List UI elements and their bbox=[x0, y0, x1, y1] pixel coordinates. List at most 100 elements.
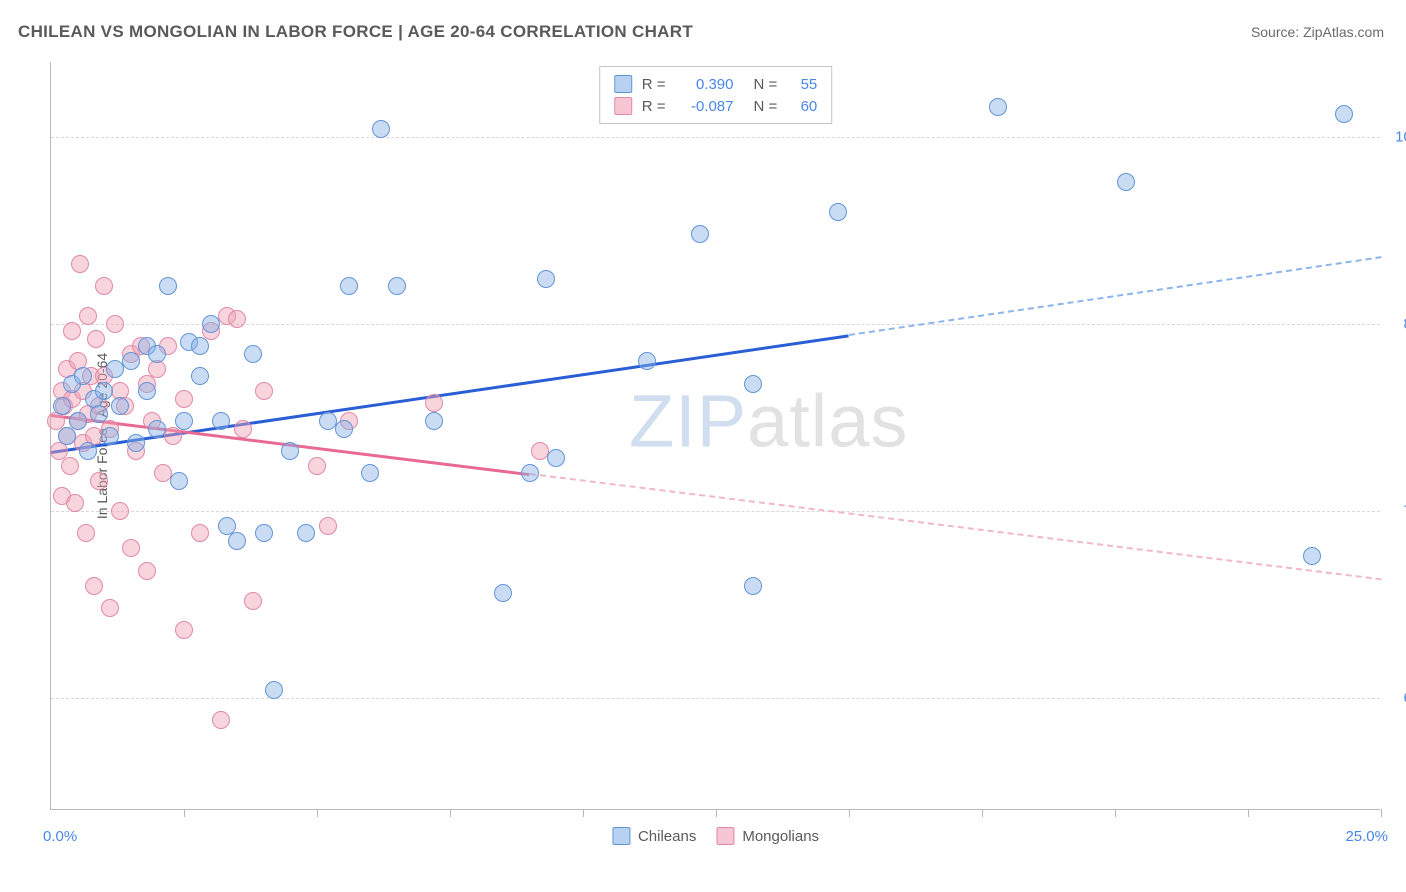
scatter-point-b bbox=[90, 472, 108, 490]
series-legend: Chileans Mongolians bbox=[612, 827, 819, 845]
scatter-point-b bbox=[175, 390, 193, 408]
scatter-point-b bbox=[255, 382, 273, 400]
scatter-point-a bbox=[372, 120, 390, 138]
scatter-point-b bbox=[95, 277, 113, 295]
scatter-point-a bbox=[202, 315, 220, 333]
scatter-point-a bbox=[228, 532, 246, 550]
series-b-label: Mongolians bbox=[742, 828, 819, 845]
r-label-b: R = bbox=[642, 98, 666, 115]
x-tick bbox=[1248, 809, 1249, 817]
scatter-point-b bbox=[79, 307, 97, 325]
scatter-point-a bbox=[1117, 173, 1135, 191]
scatter-point-a bbox=[744, 577, 762, 595]
x-tick bbox=[1115, 809, 1116, 817]
scatter-point-a bbox=[95, 382, 113, 400]
scatter-point-a bbox=[537, 270, 555, 288]
source-attribution: Source: ZipAtlas.com bbox=[1251, 24, 1384, 40]
scatter-point-b bbox=[106, 315, 124, 333]
gridline bbox=[51, 698, 1380, 699]
scatter-point-b bbox=[319, 517, 337, 535]
swatch-b-icon bbox=[614, 97, 632, 115]
scatter-point-b bbox=[77, 524, 95, 542]
gridline bbox=[51, 511, 1380, 512]
x-tick bbox=[1381, 809, 1382, 817]
gridline bbox=[51, 324, 1380, 325]
scatter-point-b bbox=[138, 562, 156, 580]
scatter-point-a bbox=[691, 225, 709, 243]
scatter-point-b bbox=[212, 711, 230, 729]
correlation-row-a: R = 0.390 N = 55 bbox=[614, 73, 818, 95]
scatter-point-a bbox=[265, 681, 283, 699]
scatter-point-b bbox=[111, 502, 129, 520]
scatter-point-b bbox=[87, 330, 105, 348]
scatter-point-b bbox=[61, 457, 79, 475]
legend-swatch-b-icon bbox=[716, 827, 734, 845]
scatter-point-a bbox=[170, 472, 188, 490]
scatter-point-a bbox=[340, 277, 358, 295]
x-tick bbox=[849, 809, 850, 817]
watermark-zip: ZIP bbox=[629, 379, 747, 462]
r-label-a: R = bbox=[642, 76, 666, 93]
scatter-point-a bbox=[361, 464, 379, 482]
r-value-a: 0.390 bbox=[676, 76, 734, 93]
x-tick bbox=[583, 809, 584, 817]
scatter-point-a bbox=[138, 382, 156, 400]
scatter-point-b bbox=[234, 420, 252, 438]
scatter-point-b bbox=[66, 494, 84, 512]
scatter-point-b bbox=[85, 577, 103, 595]
n-label-b: N = bbox=[754, 98, 778, 115]
scatter-point-a bbox=[335, 420, 353, 438]
x-axis-max-label: 25.0% bbox=[1345, 828, 1388, 845]
x-tick bbox=[982, 809, 983, 817]
scatter-point-a bbox=[111, 397, 129, 415]
x-tick bbox=[450, 809, 451, 817]
scatter-point-b bbox=[308, 457, 326, 475]
correlation-row-b: R = -0.087 N = 60 bbox=[614, 95, 818, 117]
scatter-point-b bbox=[175, 621, 193, 639]
scatter-point-a bbox=[79, 442, 97, 460]
x-tick bbox=[716, 809, 717, 817]
scatter-point-b bbox=[101, 599, 119, 617]
series-a-label: Chileans bbox=[638, 828, 696, 845]
scatter-point-a bbox=[425, 412, 443, 430]
swatch-a-icon bbox=[614, 75, 632, 93]
scatter-point-a bbox=[1303, 547, 1321, 565]
series-legend-item-a: Chileans bbox=[612, 827, 696, 845]
scatter-point-a bbox=[244, 345, 262, 363]
gridline bbox=[51, 137, 1380, 138]
scatter-point-a bbox=[159, 277, 177, 295]
scatter-point-a bbox=[90, 405, 108, 423]
scatter-point-b bbox=[122, 539, 140, 557]
scatter-point-a bbox=[212, 412, 230, 430]
scatter-point-a bbox=[191, 337, 209, 355]
scatter-point-a bbox=[58, 427, 76, 445]
scatter-point-a bbox=[127, 434, 145, 452]
series-legend-item-b: Mongolians bbox=[716, 827, 819, 845]
n-value-a: 55 bbox=[787, 76, 817, 93]
watermark: ZIPatlas bbox=[629, 378, 908, 463]
x-tick bbox=[184, 809, 185, 817]
scatter-point-a bbox=[547, 449, 565, 467]
chart-title: CHILEAN VS MONGOLIAN IN LABOR FORCE | AG… bbox=[18, 22, 693, 42]
n-label-a: N = bbox=[754, 76, 778, 93]
scatter-point-b bbox=[63, 322, 81, 340]
scatter-point-a bbox=[521, 464, 539, 482]
n-value-b: 60 bbox=[787, 98, 817, 115]
scatter-point-a bbox=[53, 397, 71, 415]
scatter-point-b bbox=[244, 592, 262, 610]
scatter-point-b bbox=[71, 255, 89, 273]
scatter-point-a bbox=[744, 375, 762, 393]
trendline-b bbox=[530, 473, 1381, 580]
scatter-point-b bbox=[191, 524, 209, 542]
watermark-atlas: atlas bbox=[747, 379, 908, 462]
y-tick-label: 100.0% bbox=[1395, 128, 1406, 145]
scatter-point-b bbox=[228, 310, 246, 328]
scatter-point-a bbox=[297, 524, 315, 542]
scatter-point-a bbox=[101, 427, 119, 445]
scatter-point-a bbox=[281, 442, 299, 460]
scatter-point-b bbox=[425, 394, 443, 412]
scatter-point-a bbox=[69, 412, 87, 430]
chart-plot-area: In Labor Force | Age 20-64 ZIPatlas 62.5… bbox=[50, 62, 1380, 810]
scatter-point-a bbox=[494, 584, 512, 602]
scatter-point-a bbox=[191, 367, 209, 385]
